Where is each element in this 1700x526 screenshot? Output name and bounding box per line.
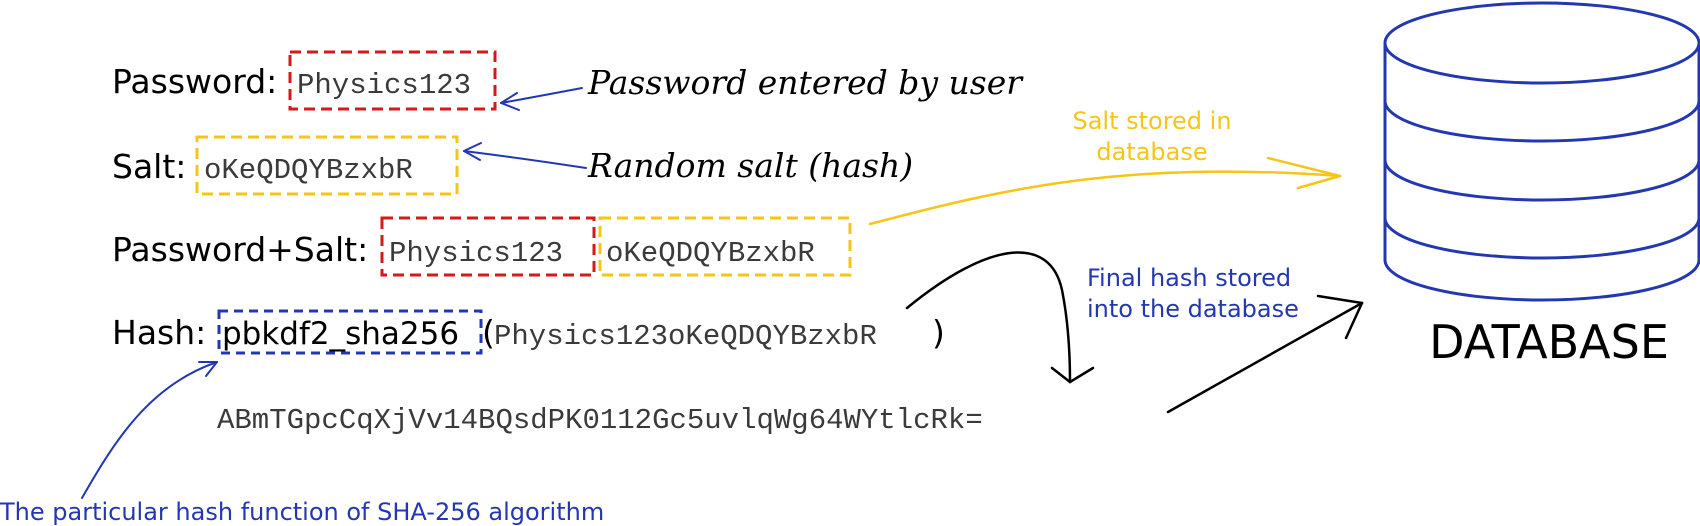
salt-box xyxy=(195,135,459,196)
hash-argument: Physics123oKeQDQYBzxbR xyxy=(494,320,877,353)
final-hash-arrow xyxy=(1166,294,1364,414)
salt-value: oKeQDQYBzxbR xyxy=(204,154,413,187)
hash-compute-arrow xyxy=(905,251,1095,384)
hash-function-note-arrow xyxy=(81,361,218,499)
final-hash-note-line2: into the database xyxy=(1087,295,1299,323)
hash-label: Hash: xyxy=(112,313,206,352)
salt-label: Salt: xyxy=(112,147,186,186)
salt-stored-note-line2: database xyxy=(1096,138,1207,166)
password-value: Physics123 xyxy=(297,69,471,102)
hash-function-box xyxy=(217,309,483,355)
hash-function-note: The particular hash function of SHA-256 … xyxy=(0,498,604,526)
database-cylinder-icon xyxy=(1383,1,1700,302)
combined-salt-box xyxy=(598,216,852,277)
salt-stored-note-line1: Salt stored in xyxy=(1072,107,1231,135)
hash-close-paren: ) xyxy=(932,313,945,352)
salt-note-arrow xyxy=(463,142,587,169)
password-label: Password: xyxy=(112,62,277,101)
password-note-arrow xyxy=(500,87,583,111)
combined-password-value: Physics123 xyxy=(389,237,563,270)
final-hash-note-line1: Final hash stored xyxy=(1087,264,1291,292)
hash-open-paren: ( xyxy=(482,313,495,352)
password-box xyxy=(288,50,497,111)
combined-label: Password+Salt: xyxy=(112,230,368,269)
password-note: Password entered by user xyxy=(587,63,1024,102)
salt-note: Random salt (hash) xyxy=(587,146,913,185)
hash-function-name: pbkdf2_sha256 xyxy=(222,316,459,352)
combined-password-box xyxy=(380,216,596,277)
combined-salt-value: oKeQDQYBzxbR xyxy=(606,237,815,270)
salt-stored-arrow xyxy=(868,156,1342,226)
hash-result: ABmTGpcCqXjVv14BQsdPK0112Gc5uvlqWg64WYtl… xyxy=(217,404,983,437)
database-label: DATABASE xyxy=(1429,315,1669,369)
